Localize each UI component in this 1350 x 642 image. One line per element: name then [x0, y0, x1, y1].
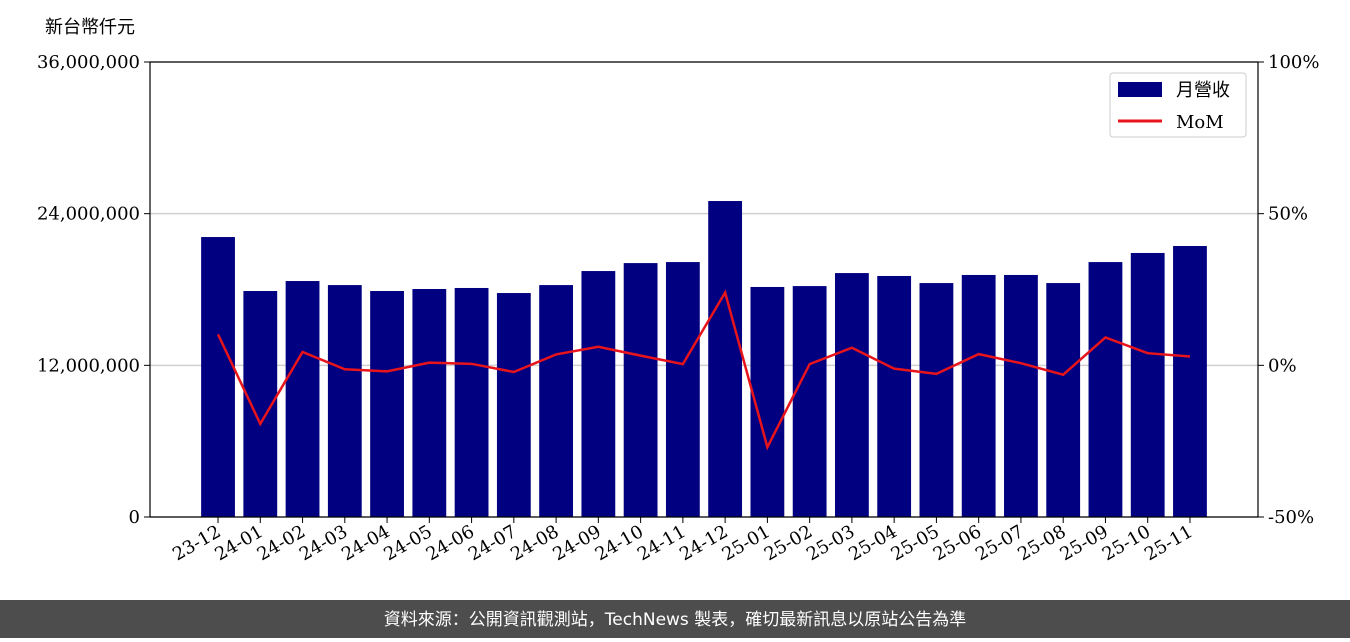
bar — [412, 288, 447, 517]
bar — [708, 201, 743, 517]
legend-label: MoM — [1176, 112, 1224, 133]
y-tick-label: 12,000,000 — [37, 355, 140, 376]
footer: 資料來源：公開資訊觀測站，TechNews 製表，確切最新訊息以原站公告為準 — [384, 610, 966, 630]
y-tick-label: 24,000,000 — [37, 204, 140, 225]
bar — [792, 286, 827, 517]
bar — [623, 263, 658, 517]
bar — [454, 287, 489, 517]
bar — [834, 273, 869, 517]
bar — [919, 283, 954, 517]
bar — [1173, 246, 1207, 517]
bar — [1088, 262, 1123, 517]
y-tick-label: 36,000,000 — [37, 52, 140, 73]
bar — [1004, 274, 1038, 517]
y2-tick-label: 100% — [1268, 52, 1319, 73]
legend-swatch — [1118, 82, 1162, 97]
y-axis-label: 新台幣仟元 — [45, 17, 135, 38]
line — [216, 289, 1191, 451]
bar — [370, 291, 404, 517]
y-tick-label: 0 — [129, 507, 140, 528]
bar — [539, 285, 574, 517]
bar — [665, 262, 700, 517]
bar — [285, 281, 320, 517]
bar — [1046, 283, 1081, 517]
legend-label: 月營收 — [1176, 80, 1230, 101]
bar — [1130, 252, 1165, 517]
y2-tick-label: 50% — [1268, 204, 1308, 225]
bar — [496, 293, 531, 517]
footer-bar — [0, 600, 1350, 638]
bar — [327, 285, 362, 517]
bar — [581, 271, 616, 517]
bar — [201, 237, 235, 517]
x-tick-label: 25-11 — [1141, 521, 1196, 565]
y2-tick-label: 0% — [1268, 355, 1297, 376]
bar — [877, 275, 912, 517]
plot-frame — [149, 61, 1259, 518]
bar — [961, 274, 996, 517]
y2-tick-label: -50% — [1268, 507, 1314, 528]
